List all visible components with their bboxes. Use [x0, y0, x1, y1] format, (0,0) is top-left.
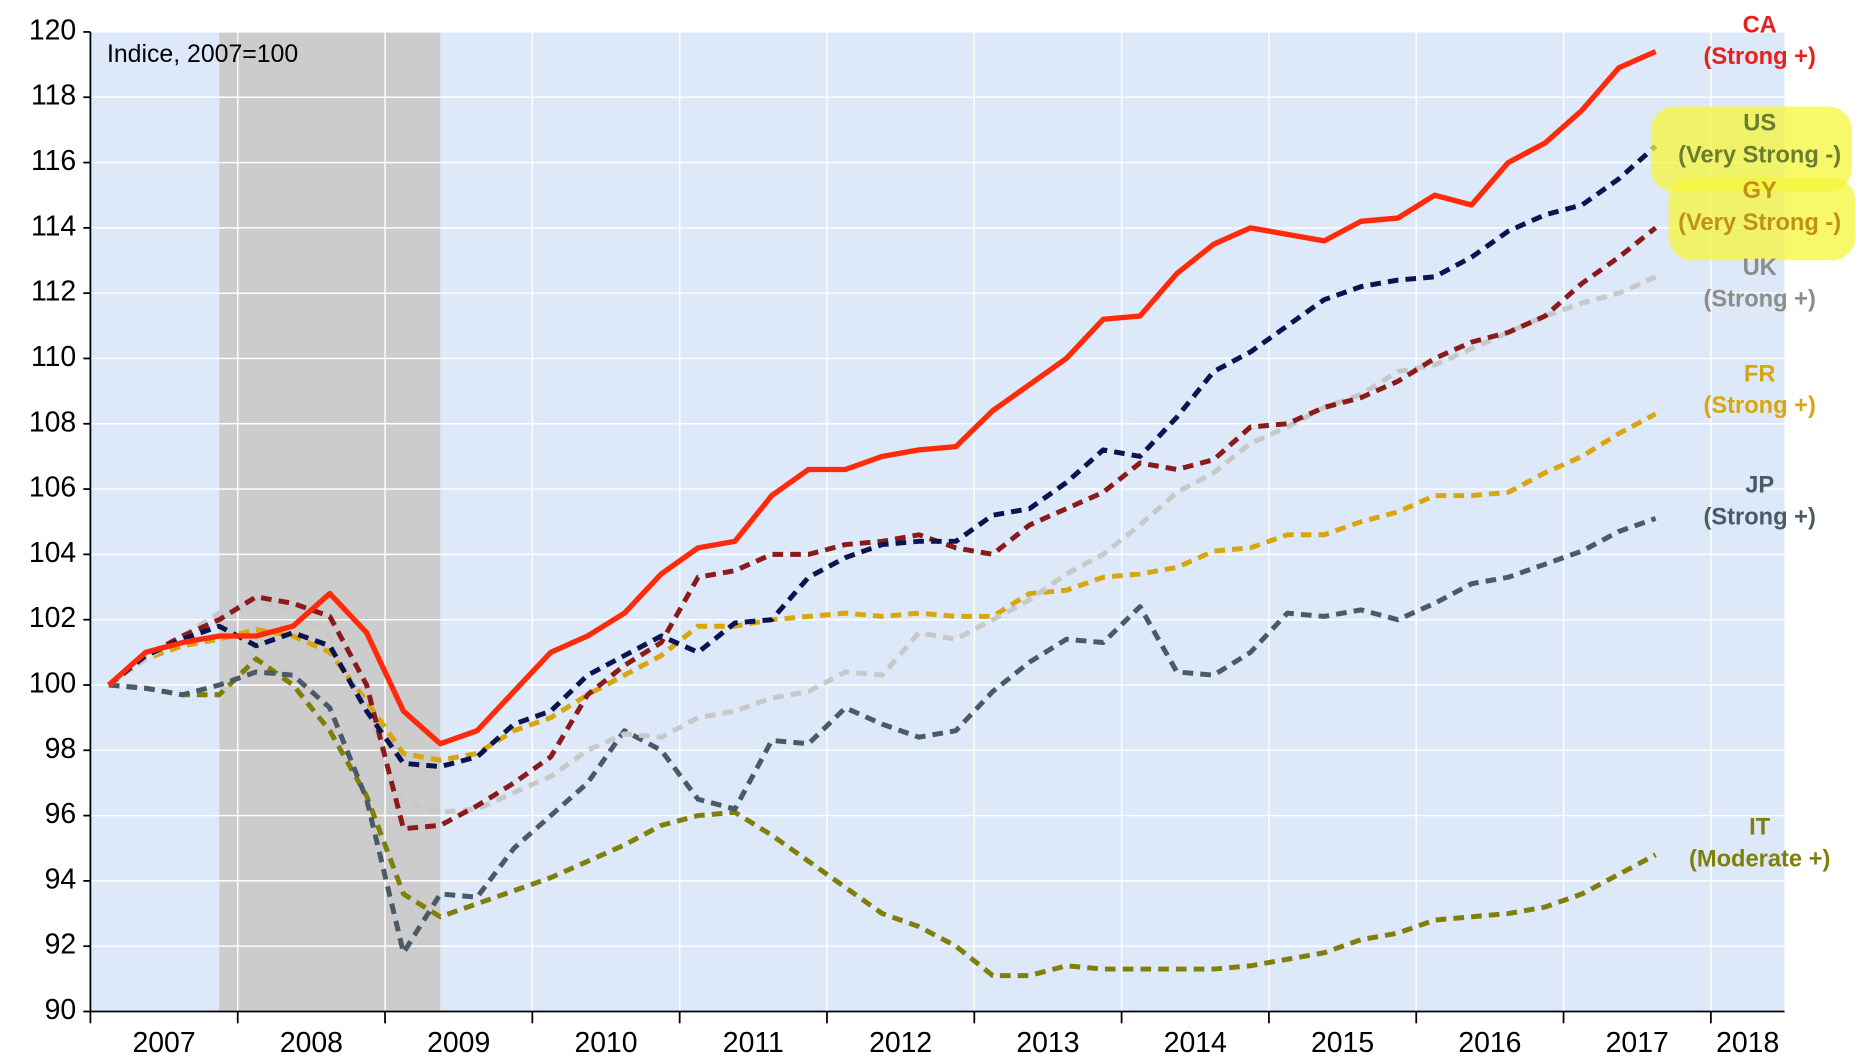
y-tick-label: 94	[45, 863, 77, 895]
highlight	[1668, 177, 1856, 261]
y-tick-label: 114	[31, 210, 76, 242]
y-tick-label: 120	[29, 14, 76, 46]
x-tick-label: 2007	[133, 1027, 196, 1059]
x-tick-label: 2010	[574, 1027, 637, 1059]
series-line	[108, 516, 1657, 956]
x-tick-label: 2015	[1311, 1027, 1374, 1059]
y-tick-label: 108	[29, 406, 76, 438]
series-label: IT	[1749, 814, 1771, 840]
y-tick-label: 104	[29, 537, 76, 569]
series-line	[107, 411, 1657, 763]
y-tick-label: 106	[29, 472, 76, 504]
x-tick-label: 2009	[427, 1027, 490, 1059]
series-note: (Strong +)	[1703, 504, 1815, 530]
series-label: FR	[1744, 361, 1776, 387]
series-note: (Strong +)	[1703, 393, 1815, 419]
y-tick-label: 112	[31, 276, 76, 308]
series-label: CA	[1743, 12, 1777, 38]
series-note: (Moderate +)	[1689, 846, 1830, 872]
series-note: (Very Strong -)	[1678, 210, 1841, 236]
highlight	[1650, 106, 1852, 192]
x-tick-label: 2008	[280, 1027, 343, 1059]
x-tick-label: 2011	[723, 1027, 784, 1059]
x-tick-label: 2012	[869, 1027, 932, 1059]
series-label: UK	[1743, 255, 1777, 281]
x-tick-label: 2014	[1164, 1027, 1227, 1059]
y-tick-label: 98	[45, 733, 77, 765]
y-tick-label: 100	[29, 667, 76, 699]
y-tick-label: 96	[45, 798, 77, 830]
y-tick-label: 118	[31, 80, 76, 112]
series-note: (Very Strong -)	[1678, 142, 1841, 168]
series-line	[107, 225, 1658, 832]
series-label: JP	[1745, 472, 1774, 498]
y-tick-label: 92	[45, 929, 77, 961]
y-tick-label: 102	[29, 602, 76, 634]
series-line	[108, 656, 1657, 979]
y-tick-label: 90	[45, 994, 77, 1026]
annotation: Indice, 2007=100	[107, 41, 298, 68]
series-note: (Strong +)	[1703, 287, 1815, 313]
series-label: GY	[1743, 178, 1777, 204]
y-tick-label: 110	[31, 341, 76, 373]
series-note: (Strong +)	[1703, 44, 1815, 70]
y-tick-label: 116	[31, 145, 76, 177]
x-tick-label: 2017	[1606, 1027, 1669, 1059]
x-tick-label: 2013	[1016, 1027, 1079, 1059]
x-tick-label: 2016	[1458, 1027, 1521, 1059]
recession-shading	[219, 31, 441, 1012]
series-line	[107, 144, 1658, 770]
series-line	[107, 49, 1657, 747]
series-label: US	[1743, 110, 1776, 136]
x-tick-label: 2018	[1716, 1027, 1779, 1059]
